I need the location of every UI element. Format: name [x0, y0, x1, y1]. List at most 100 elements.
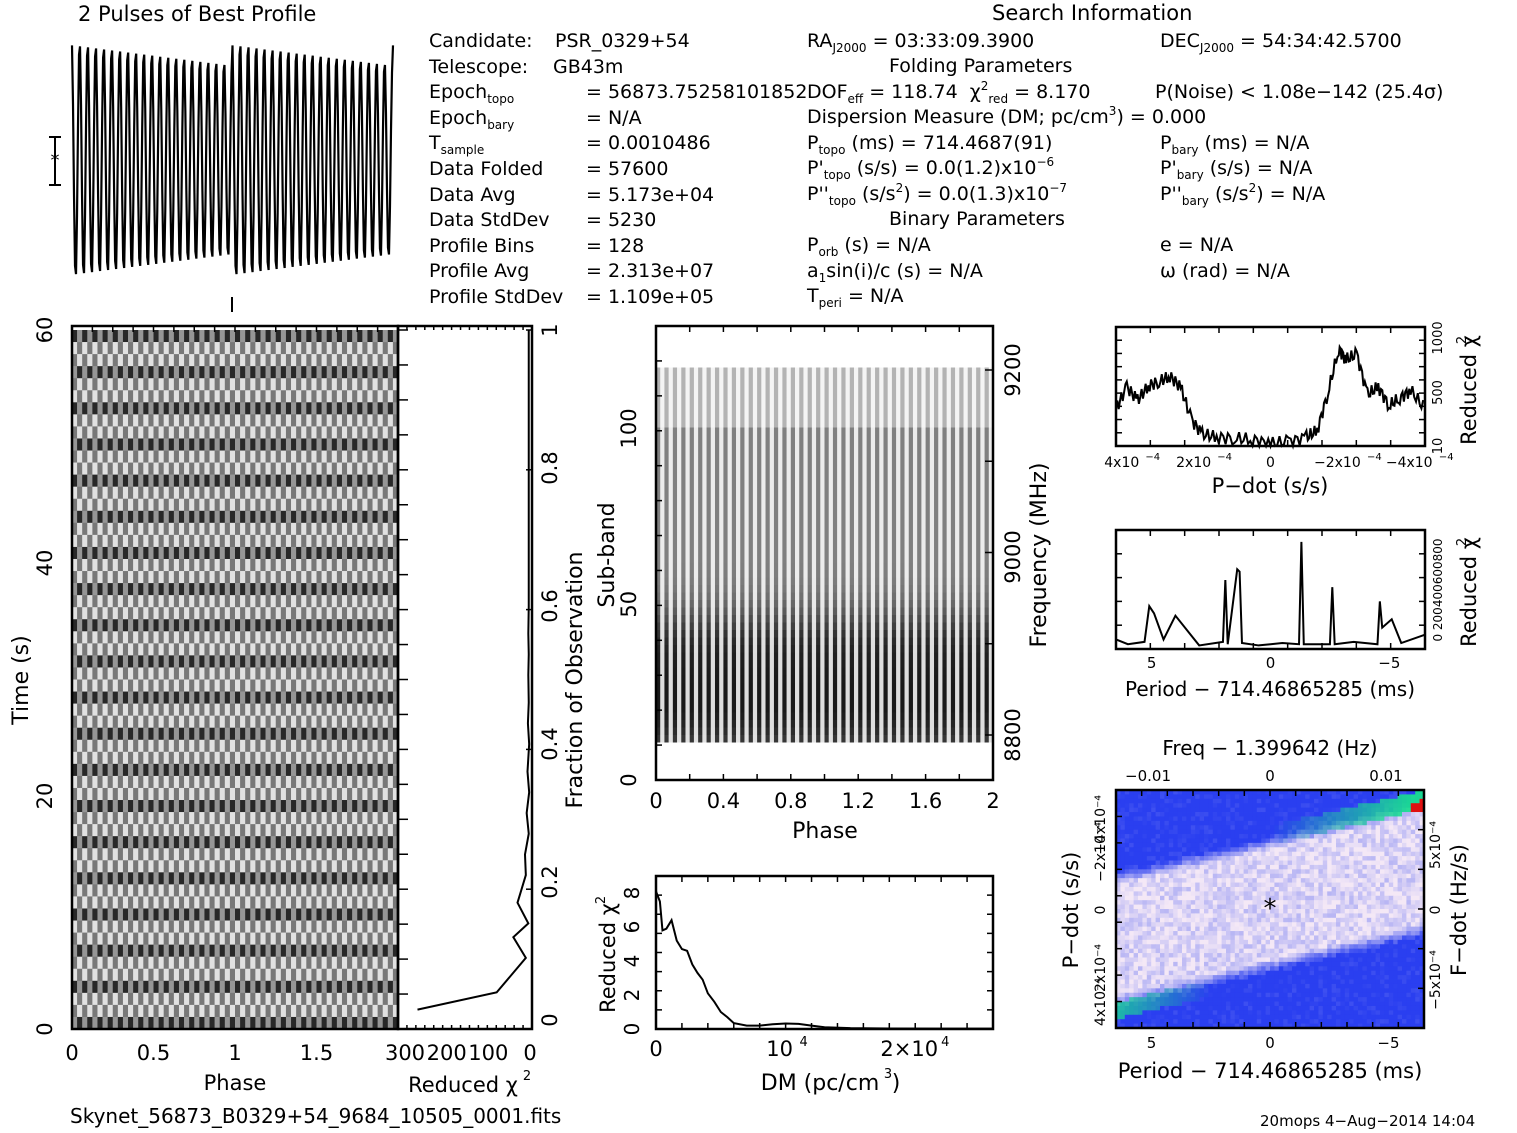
heatmap-cell: [209, 1016, 215, 1030]
heatmap-cell: [963, 375, 969, 383]
heatmap-cell: [862, 382, 867, 391]
heatmap-cell: [117, 498, 124, 512]
heatmap-cell: [938, 382, 943, 391]
heatmap-cell: [260, 438, 266, 451]
heatmap-cell: [199, 354, 205, 367]
heatmap-cell: [710, 360, 716, 368]
heatmap-cell: [280, 366, 287, 379]
heatmap-cell: [77, 715, 83, 729]
heatmap-cell: [306, 450, 312, 463]
heatmap-cell: [97, 667, 103, 680]
heatmap-cell: [693, 420, 699, 428]
heatmap-cell: [372, 848, 378, 861]
heatmap-cell: [260, 703, 266, 716]
heatmap-cell: [189, 872, 195, 885]
heatmap-cell: [377, 860, 384, 873]
heatmap-cell: [255, 390, 261, 403]
heatmap-cell: [128, 558, 134, 572]
heatmap-cell: [976, 427, 981, 436]
heatmap-cell: [138, 787, 144, 801]
heatmap-cell: [357, 498, 363, 512]
heatmap-cell: [372, 486, 378, 500]
heatmap-cell: [158, 486, 164, 500]
y-tick-label: 40: [33, 550, 57, 577]
heatmap-cell: [664, 367, 669, 376]
heatmap-cell: [143, 715, 149, 729]
heatmap-cell: [866, 337, 872, 346]
heatmap-cell: [301, 522, 307, 536]
heatmap-cell: [816, 367, 821, 376]
heatmap-cell: [331, 571, 338, 584]
heatmap-cell: [377, 498, 384, 512]
heatmap-cell: [660, 337, 665, 346]
heatmap-cell: [280, 836, 287, 849]
heatmap-cell: [296, 872, 302, 885]
heatmap-cell: [194, 896, 200, 909]
heatmap-cell: [963, 337, 969, 346]
heatmap-cell: [912, 397, 918, 406]
heatmap-cell: [280, 860, 287, 873]
heatmap-cell: [224, 932, 231, 945]
heatmap-cell: [72, 763, 78, 777]
heatmap-cell: [706, 360, 712, 368]
heatmap-cell: [311, 763, 317, 777]
heatmap-cell: [158, 378, 164, 391]
heatmap-cell: [97, 462, 103, 475]
heatmap-cell: [938, 367, 943, 376]
info-label: Profile Bins: [429, 234, 535, 257]
heatmap-cell: [148, 787, 154, 801]
heatmap-cell: [255, 872, 261, 885]
heatmap-cell: [672, 390, 678, 398]
heatmap-cell: [102, 631, 108, 644]
heatmap-cell: [367, 450, 373, 463]
heatmap-cell: [82, 1004, 88, 1018]
heatmap-cell: [168, 679, 175, 692]
heatmap-cell: [832, 352, 838, 361]
heatmap-cell: [194, 402, 200, 415]
heatmap-cell: [331, 763, 338, 777]
heatmap-cell: [184, 908, 190, 921]
heatmap-cell: [138, 800, 144, 813]
heatmap-cell: [117, 426, 124, 439]
heatmap-cell: [265, 715, 271, 729]
heatmap-cell: [955, 427, 960, 436]
heatmap-cell: [362, 462, 368, 475]
heatmap-cell: [714, 427, 720, 436]
heatmap-cell: [138, 438, 144, 451]
heatmap-cell: [387, 474, 394, 487]
heatmap-cell: [260, 619, 266, 632]
heatmap-cell: [148, 450, 154, 463]
heatmap-cell: [255, 775, 261, 789]
heatmap-cell: [382, 884, 389, 897]
heatmap-cell: [362, 775, 368, 789]
heatmap-cell: [245, 643, 251, 656]
heatmap-cell: [240, 402, 246, 415]
heatmap-cell: [336, 366, 343, 379]
heatmap-cell: [744, 330, 749, 338]
heatmap-cell: [153, 896, 159, 909]
heatmap-cell: [929, 375, 935, 383]
heatmap-cell: [321, 498, 327, 512]
heatmap-cell: [291, 908, 297, 921]
heatmap-cell: [214, 534, 221, 548]
heatmap-cell: [326, 908, 333, 921]
heatmap-cell: [173, 763, 180, 777]
heatmap-cell: [148, 462, 154, 475]
heatmap-cell: [122, 980, 129, 994]
heatmap-cell: [224, 1004, 231, 1018]
heatmap-cell: [235, 703, 241, 716]
heatmap-cell: [285, 836, 292, 849]
heatmap-cell: [280, 908, 287, 921]
heatmap-cell: [341, 474, 348, 487]
heatmap-cell: [668, 382, 674, 391]
heatmap-cell: [950, 390, 956, 398]
heatmap-cell: [199, 944, 205, 957]
heatmap-cell: [347, 619, 353, 632]
heatmap-cell: [870, 330, 876, 338]
heatmap-cell: [341, 534, 348, 548]
heatmap-cell: [158, 607, 164, 620]
heatmap-cell: [194, 860, 200, 873]
heatmap-cell: [280, 450, 287, 463]
heatmap-cell: [204, 944, 210, 957]
heatmap-cell: [698, 412, 703, 421]
